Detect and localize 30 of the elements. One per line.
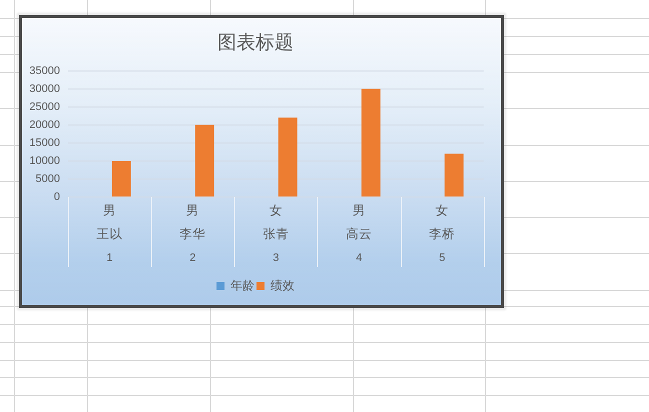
bar — [195, 124, 214, 196]
chart-title: 图表标题 — [218, 32, 294, 54]
x-tick-label: 2 — [190, 252, 196, 264]
text: 李华 — [180, 226, 206, 241]
y-tick-label: 35000 — [29, 64, 60, 77]
x-tick-label: 4 — [356, 252, 362, 264]
x-tick-label: 1 — [106, 252, 113, 264]
bar — [278, 118, 298, 196]
text: 男 — [352, 203, 366, 218]
text: 男 — [186, 203, 200, 218]
text: 男 — [103, 203, 116, 218]
text: 张青 — [262, 226, 289, 241]
y-tick-label: 10000 — [29, 154, 60, 167]
y-tick-label: 30000 — [29, 82, 60, 95]
bar — [444, 154, 464, 196]
text: 高云 — [346, 226, 372, 241]
y-tick-label: 25000 — [29, 100, 60, 113]
bar — [112, 160, 131, 196]
y-tick-label: 5000 — [36, 173, 60, 186]
text: 女 — [269, 203, 282, 218]
bar — [361, 88, 380, 196]
x-tick-label: 5 — [439, 252, 446, 264]
y-tick-label: 15000 — [29, 136, 60, 149]
text: 女 — [436, 203, 449, 218]
text: 王以 — [96, 226, 123, 241]
y-tick-label: 20000 — [29, 118, 60, 131]
x-tick-label: 3 — [272, 252, 279, 264]
y-tick-label: 0 — [54, 191, 60, 204]
legend-label: 年龄 — [230, 278, 254, 292]
text: 李桥 — [429, 226, 456, 241]
